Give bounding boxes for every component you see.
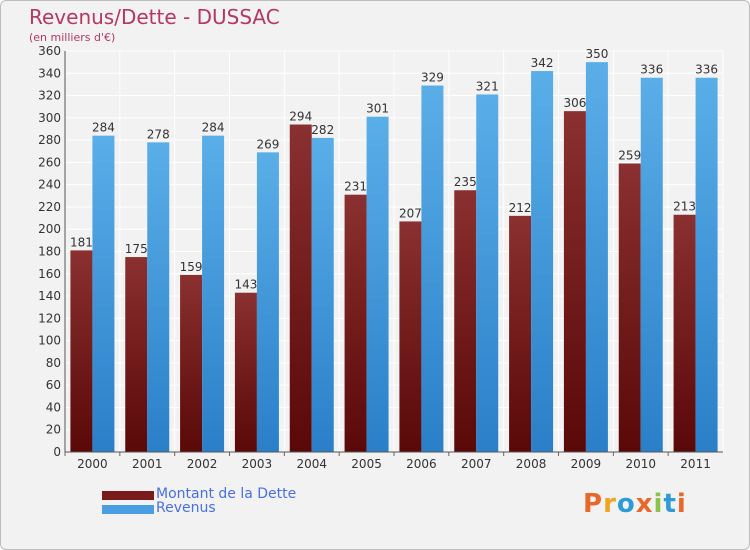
bar-revenus (202, 135, 225, 452)
x-tick-label: 2011 (680, 457, 711, 471)
logo-letter: r (603, 489, 617, 519)
y-tick-label: 340 (38, 66, 61, 80)
value-label-dette: 212 (509, 201, 532, 215)
value-label-dette: 235 (454, 175, 477, 189)
value-label-revenus: 350 (585, 47, 608, 61)
x-tick-label: 2009 (571, 457, 602, 471)
bar-dette (344, 194, 367, 453)
y-tick-label: 140 (38, 289, 61, 303)
value-label-revenus: 336 (640, 63, 663, 77)
proxiti-logo: Proxiti (583, 489, 687, 519)
y-tick-label: 40 (46, 400, 61, 414)
x-tick-label: 2006 (406, 457, 437, 471)
x-tick-label: 2007 (461, 457, 492, 471)
value-label-revenus: 342 (531, 56, 554, 70)
value-label-revenus: 278 (147, 127, 170, 141)
y-tick-label: 60 (46, 378, 61, 392)
legend-swatch-debt (102, 491, 154, 500)
bar-revenus (147, 142, 170, 453)
y-tick-label: 20 (46, 423, 61, 437)
x-tick-label: 2010 (625, 457, 656, 471)
bar-revenus (531, 71, 554, 453)
value-label-dette: 213 (673, 200, 696, 214)
x-tick-label: 2003 (242, 457, 273, 471)
value-label-revenus: 336 (695, 63, 718, 77)
bar-revenus (585, 62, 608, 453)
bar-dette (509, 215, 532, 452)
value-label-revenus: 329 (421, 71, 444, 85)
y-tick-label: 180 (38, 245, 61, 259)
value-label-revenus: 321 (476, 79, 499, 93)
logo-letter: o (616, 489, 636, 519)
bar-dette (454, 190, 477, 452)
legend-label-revenus: Revenus (156, 500, 216, 516)
y-tick-label: 200 (38, 222, 61, 236)
bar-dette (618, 163, 641, 452)
value-label-dette: 231 (344, 180, 367, 194)
y-tick-label: 240 (38, 178, 61, 192)
x-tick-label: 2005 (351, 457, 382, 471)
bars (70, 62, 718, 453)
bar-revenus (256, 152, 279, 452)
bar-dette (234, 292, 257, 452)
x-tick-label: 2004 (296, 457, 327, 471)
bar-dette (70, 250, 93, 452)
value-label-revenus: 284 (92, 121, 115, 135)
bar-dette (180, 274, 203, 452)
bar-dette (563, 111, 586, 453)
bar-revenus (366, 116, 389, 452)
bar-dette (289, 124, 312, 453)
bar-revenus (476, 94, 499, 453)
bar-dette (125, 257, 148, 452)
value-label-revenus: 284 (202, 121, 225, 135)
bar-revenus (695, 77, 718, 452)
value-label-dette: 143 (234, 278, 257, 292)
value-label-dette: 175 (125, 242, 148, 256)
y-tick-label: 320 (38, 89, 61, 103)
grid-lines (64, 50, 724, 453)
value-label-dette: 159 (180, 260, 203, 274)
value-label-dette: 294 (289, 110, 312, 124)
legend-swatch-revenus (102, 505, 154, 514)
y-tick-label: 0 (53, 445, 61, 459)
bar-revenus (311, 137, 334, 452)
value-label-revenus: 269 (256, 137, 279, 151)
y-tick-label: 160 (38, 267, 61, 281)
x-tick-label: 2000 (77, 457, 108, 471)
value-label-dette: 306 (563, 96, 586, 110)
logo-letter: P (583, 489, 604, 519)
bar-revenus (640, 77, 663, 452)
logo-letter: x (635, 489, 654, 519)
x-tick-label: 2002 (187, 457, 218, 471)
logo-letter: t (663, 489, 677, 519)
value-label-revenus: 282 (311, 123, 334, 137)
y-tick-label: 360 (38, 44, 61, 58)
value-label-revenus: 301 (366, 102, 389, 116)
y-tick-label: 120 (38, 311, 61, 325)
y-tick-label: 100 (38, 334, 61, 348)
bar-dette (673, 214, 696, 452)
bar-revenus (92, 135, 115, 452)
bar-revenus (421, 85, 444, 453)
value-label-dette: 259 (618, 149, 641, 163)
logo-letter: i (653, 489, 664, 519)
y-tick-label: 260 (38, 155, 61, 169)
chart-title: Revenus/Dette - DUSSAC (29, 5, 280, 29)
y-tick-label: 220 (38, 200, 61, 214)
value-label-dette: 207 (399, 206, 422, 220)
x-tick-label: 2001 (132, 457, 163, 471)
axes: 0 20 40 60 80 100 120 140 160 180 200 220 240 260 280 3… (38, 44, 723, 471)
logo-letter: i (676, 489, 687, 519)
chart-subtitle: (en milliers d'€) (29, 31, 116, 44)
bar-dette (399, 221, 422, 452)
value-label-dette: 181 (70, 235, 93, 249)
y-tick-label: 280 (38, 133, 61, 147)
legend-label-debt: Montant de la Dette (156, 486, 297, 502)
y-tick-label: 300 (38, 111, 61, 125)
x-tick-label: 2008 (516, 457, 547, 471)
y-tick-label: 80 (46, 356, 61, 370)
